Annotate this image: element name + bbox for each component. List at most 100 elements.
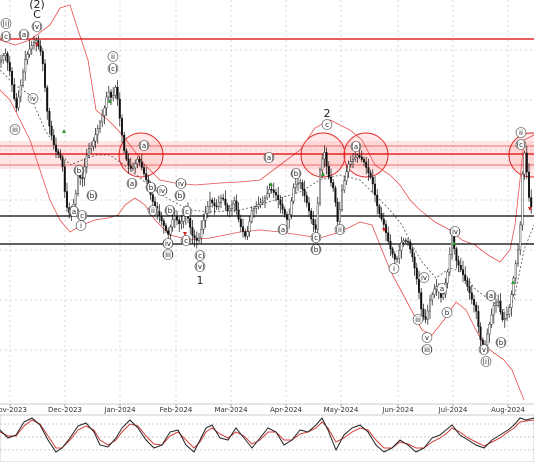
candle-body [30,45,33,50]
candle-body [308,202,311,212]
candle-body [492,305,495,316]
candle-body [246,231,249,237]
wave-label: i [393,265,395,273]
candle-body [103,107,106,116]
candle-body [354,157,357,160]
candle-body [158,211,161,217]
candle-body [48,111,51,127]
candle-body [382,218,385,225]
bollinger-lower-band [0,89,525,401]
candle-body [343,180,346,191]
x-tick-label: Dec-2023 [48,406,82,414]
wave-label-circle [421,344,433,355]
wave-label: (b) [311,246,321,254]
candle-body [442,293,445,298]
candle-body [378,205,381,214]
candle-body [123,134,126,151]
candle-body [35,40,38,43]
wave-label: (a) [127,180,137,188]
wave-label: iv [30,95,36,103]
candle-body [497,300,500,303]
candle-body [501,311,504,320]
wave-label: (a) [351,143,361,151]
wave-label: (a) [264,154,274,162]
wave-label-circle [31,21,43,32]
signal-marker [321,172,325,176]
candle-body [459,265,462,270]
wave-label-circle [478,344,490,355]
wave-label: (ii) [335,226,345,234]
candle-body [310,210,313,220]
candle-body [98,121,101,129]
candle-body [140,161,143,168]
candle-body [431,294,434,301]
signal-marker [452,241,456,245]
candle-body [490,314,493,325]
signal-marker [382,228,386,232]
candle-body [292,187,295,202]
candle-body [134,163,137,169]
candle-body [407,241,410,243]
candle-body [279,199,282,205]
wave-label-circle [263,152,275,163]
wave-label-circle [86,190,98,201]
wave-label: (a) [69,208,79,216]
signal-marker [183,232,187,236]
candle-body [525,152,528,173]
wave-label-circle [0,31,12,42]
candle-body [13,84,16,99]
candle-body [514,263,517,279]
wave-label: (v) [479,346,489,354]
candle-body [358,155,361,158]
candle-body [462,269,465,275]
candle-body [508,307,511,315]
wave-label-circle [164,205,176,216]
wave-label-circle [107,51,119,62]
candle-body [116,86,119,100]
x-tick-label: Jun-2024 [381,406,414,414]
candle-body [266,193,269,199]
wave-label: (iv) [449,228,461,236]
wave-label-circle [145,182,157,193]
wave-label: C [33,8,41,21]
candle-body [288,214,291,220]
candle-body [393,253,396,260]
signal-marker [528,207,532,211]
candle-body [178,219,181,224]
candle-body [114,86,117,96]
candle-body [208,199,211,207]
wave-label-circle [310,232,322,243]
wave-label: (iii) [421,346,433,354]
candle-body [24,59,27,73]
candle-body [2,55,5,61]
candle-body [92,140,95,147]
resistance-circle [300,132,346,178]
candle-body [448,254,451,273]
candle-body [160,215,163,222]
wave-label: (v) [195,263,205,271]
candle-body [105,96,108,109]
wave-label: ii [111,53,115,61]
candle-body [334,187,337,203]
signal-marker [35,43,39,47]
wave-label: i [80,222,82,230]
wave-label: (c) [77,212,87,220]
candle-body [528,171,531,198]
wave-label: (c) [181,237,191,245]
candle-body [87,148,90,157]
candle-body [477,311,480,327]
candle-body [272,189,275,193]
wave-label-circle [495,337,507,348]
candle-body [127,158,130,166]
candle-body [376,194,379,207]
candle-body [171,219,174,228]
candle-body [175,216,178,221]
candle-body [41,51,44,64]
candle-body [466,280,469,287]
candle-body [255,206,258,209]
oscillator-panel [0,414,534,462]
candle-body [65,191,68,208]
wave-label: (c) [1,33,11,41]
candle-body [233,200,236,205]
candle-body [530,197,533,208]
